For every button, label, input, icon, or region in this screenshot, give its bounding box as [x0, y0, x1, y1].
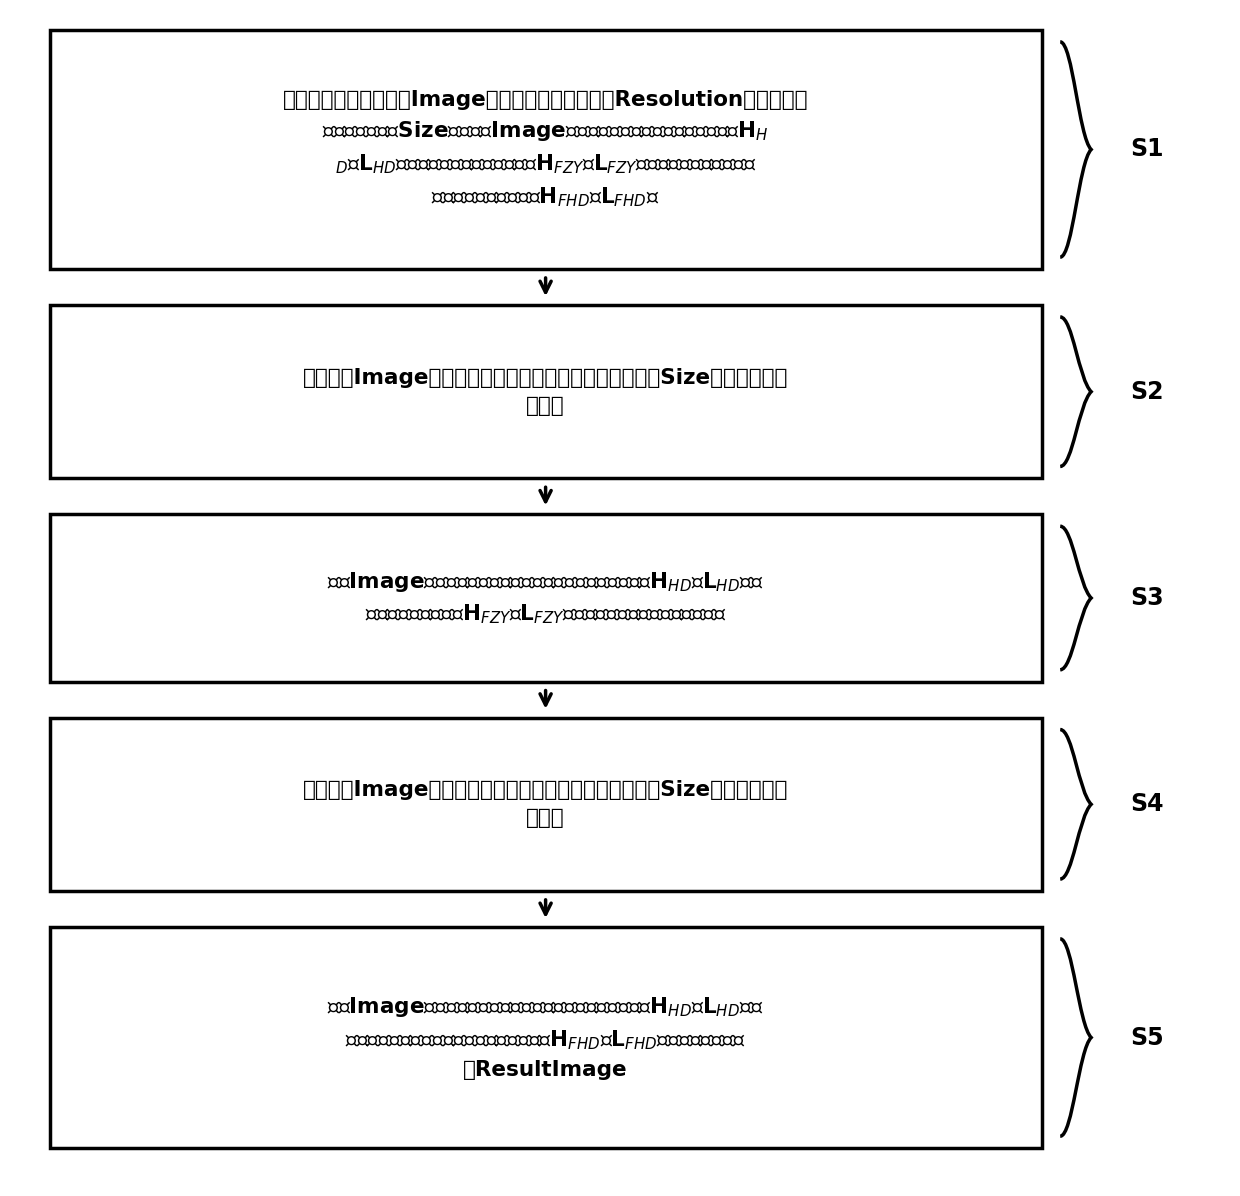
FancyBboxPatch shape [50, 514, 1042, 682]
Text: 输入高分辨率遥感影像Image，遥感影像的分辨率为Resolution，计算待分
析影像块的尺度Size，人工在Image上选取一个包含东北红豆杉的位置（H$_: 输入高分辨率遥感影像Image，遥感影像的分辨率为Resolution，计算待分… [283, 91, 808, 208]
Text: S3: S3 [1130, 586, 1164, 610]
Text: 对于所有Image中的所有像元，根据待分析影像块的尺度Size计算其植被特
征值。: 对于所有Image中的所有像元，根据待分析影像块的尺度Size计算其植被特 征值… [303, 367, 789, 416]
Text: S5: S5 [1130, 1025, 1164, 1050]
Text: 根据Image中所有像元的植被特征值、东北红豆杉的位置（H$_{HD}$，L$_{HD}$）、
一个是针叶植物但不是东北红豆杉的位置（H$_{FHD}$，L$_: 根据Image中所有像元的植被特征值、东北红豆杉的位置（H$_{HD}$，L$_… [327, 995, 764, 1080]
FancyBboxPatch shape [50, 30, 1042, 269]
Text: 根据Image中所有像元的植被特征值、东北红豆杉的位置（H$_{HD}$，L$_{HD}$）、
非针叶植被的位置（H$_{FZY}$，L$_{FZY}$）设定所: 根据Image中所有像元的植被特征值、东北红豆杉的位置（H$_{HD}$，L$_… [327, 569, 764, 627]
Text: S2: S2 [1130, 379, 1164, 404]
Text: S1: S1 [1130, 138, 1164, 161]
Text: 对于所有Image中的所有像元，根据待分析影像块的尺度Size计算其针叶特
征值。: 对于所有Image中的所有像元，根据待分析影像块的尺度Size计算其针叶特 征值… [303, 780, 789, 829]
Text: S4: S4 [1130, 792, 1164, 817]
FancyBboxPatch shape [50, 718, 1042, 891]
FancyBboxPatch shape [50, 305, 1042, 478]
FancyBboxPatch shape [50, 927, 1042, 1148]
